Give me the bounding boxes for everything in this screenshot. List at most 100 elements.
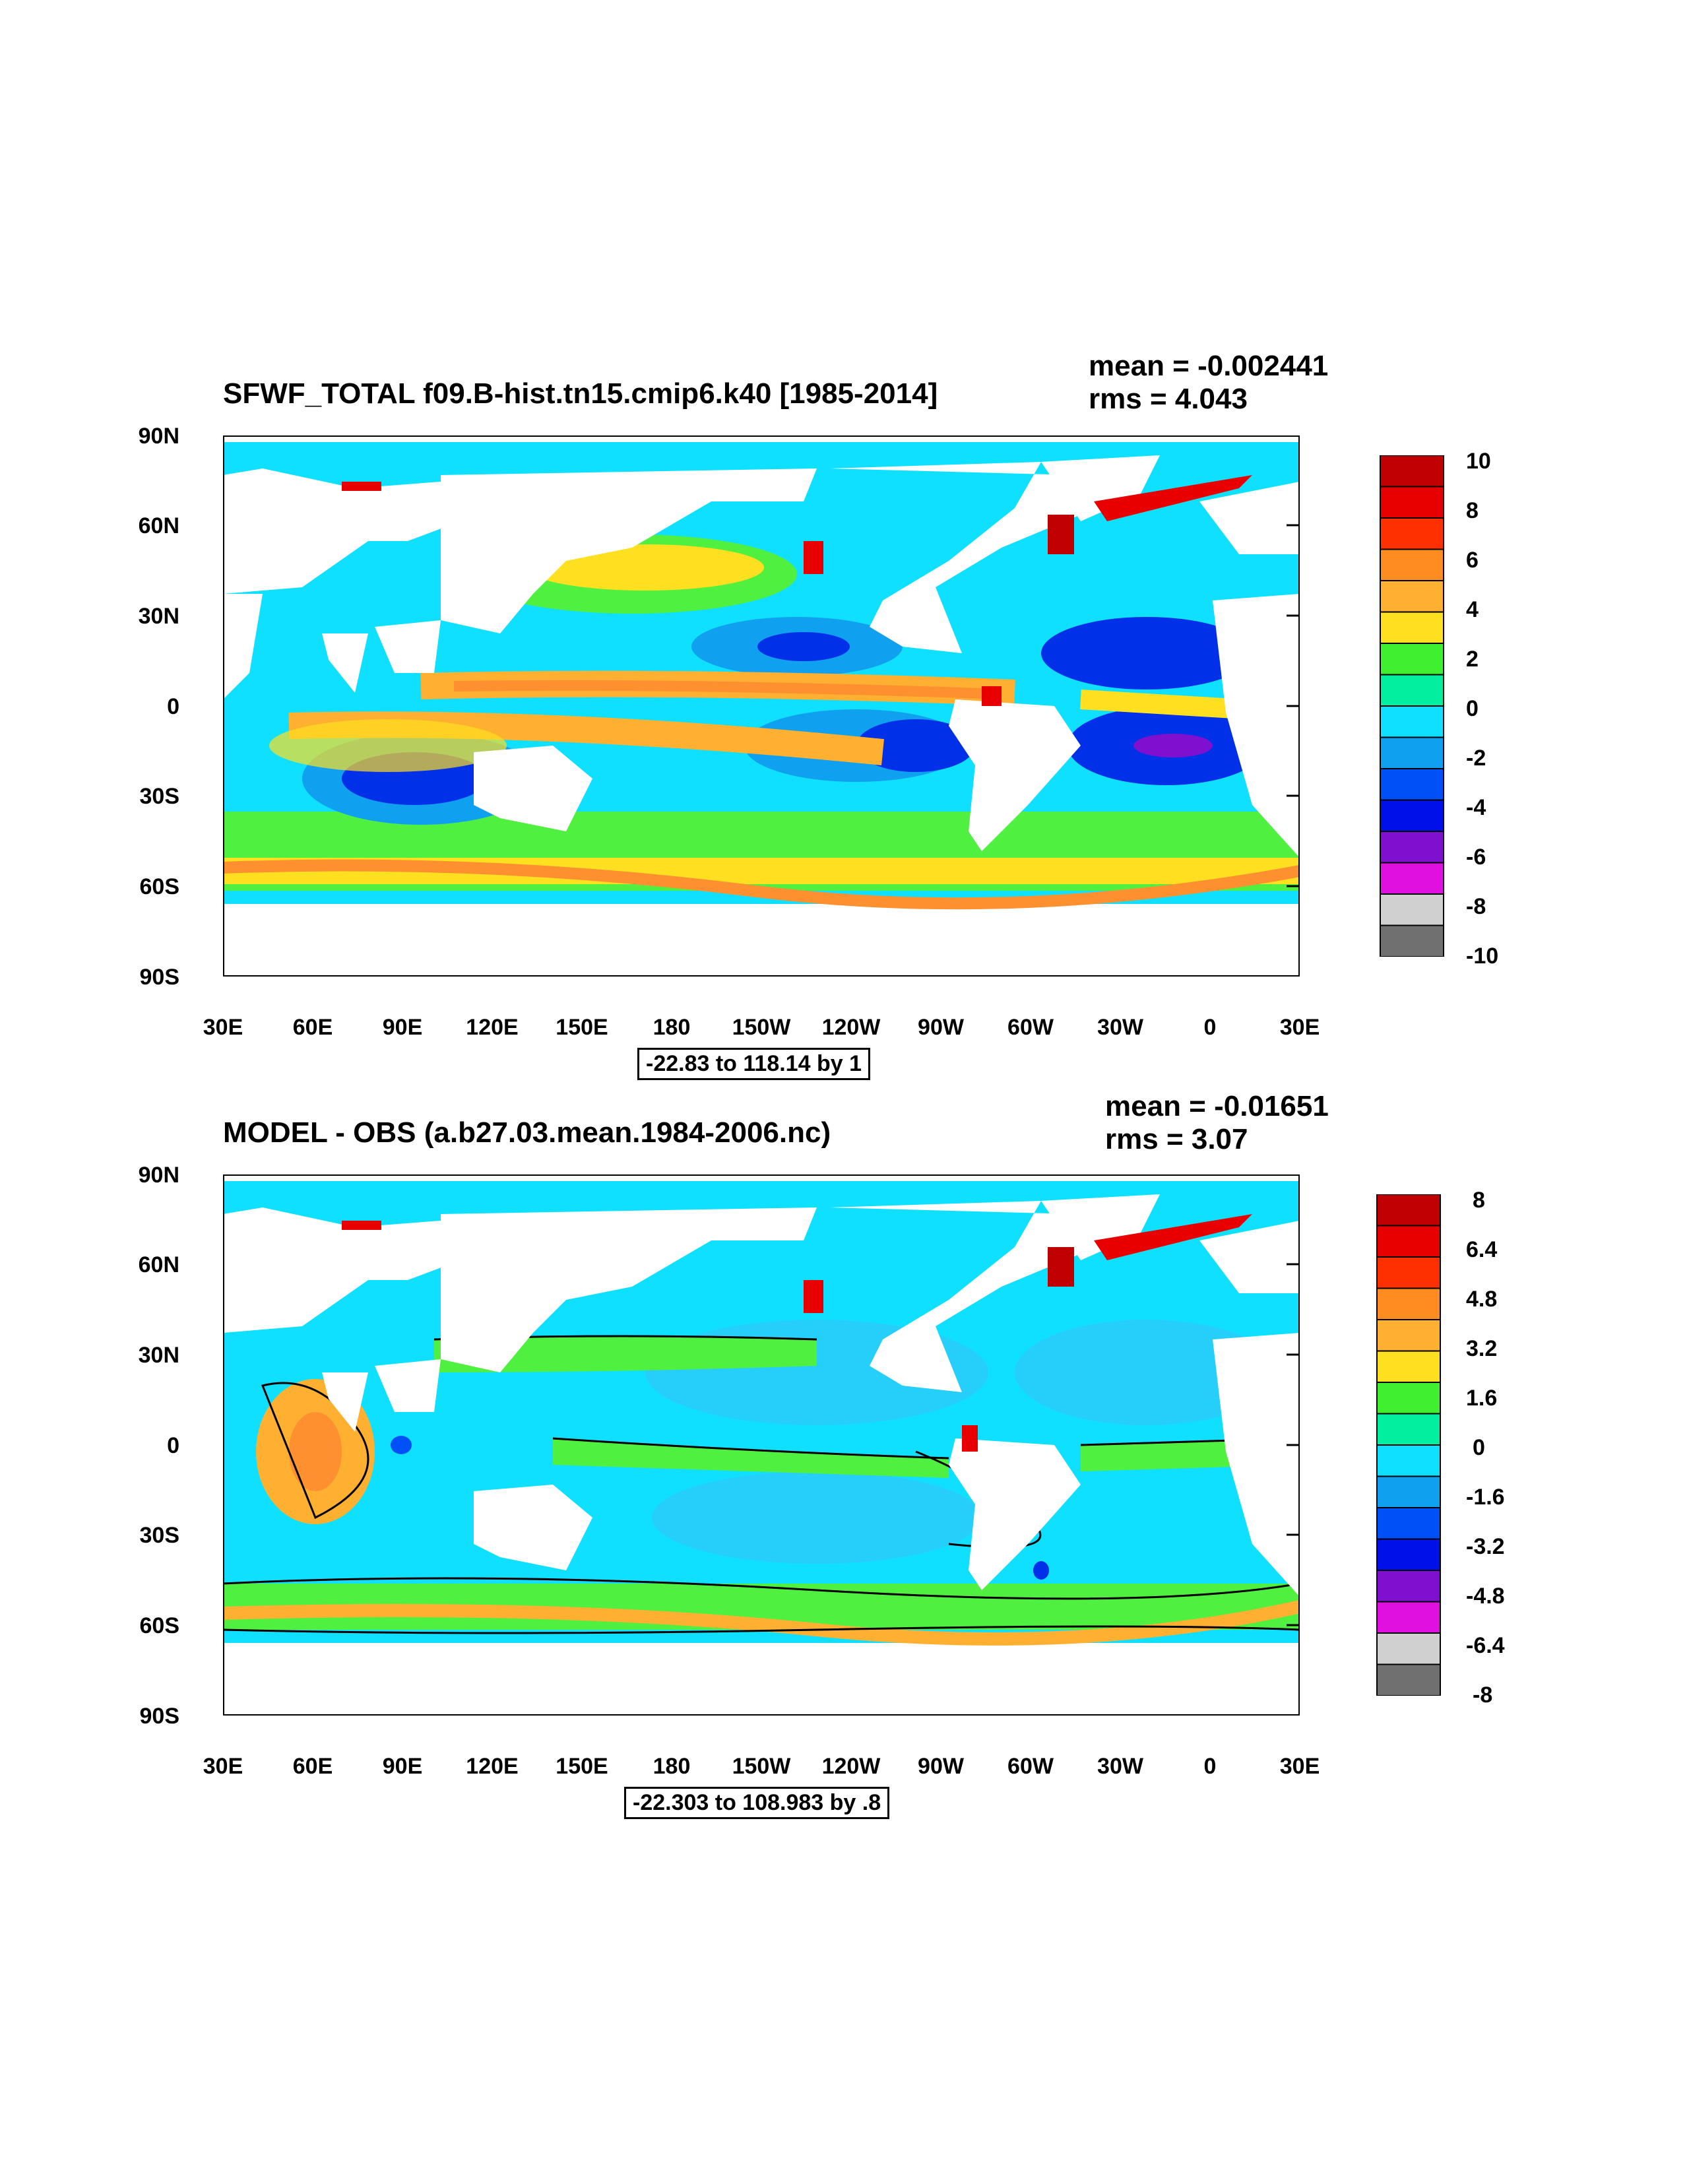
colorbar-swatch — [1376, 1475, 1441, 1508]
colorbar-label: -10 — [1466, 944, 1499, 969]
colorbar-swatch — [1376, 1382, 1441, 1415]
map-plot — [223, 435, 1300, 977]
lon-label: 150W — [732, 1754, 791, 1779]
lon-label: 150E — [556, 1015, 608, 1040]
colorbar-swatch — [1380, 705, 1444, 738]
colorbar-label: -6 — [1466, 845, 1486, 870]
lon-label: 120E — [466, 1754, 519, 1779]
colorbar-swatch — [1380, 924, 1444, 957]
colorbar-swatch — [1376, 1413, 1441, 1446]
lon-label: 30E — [1279, 1754, 1320, 1779]
colorbar-swatch — [1376, 1256, 1441, 1289]
colorbar-swatch — [1376, 1287, 1441, 1320]
colorbar-swatch — [1376, 1601, 1441, 1634]
lat-label: 0 — [167, 1433, 179, 1458]
colorbar-swatch — [1376, 1507, 1441, 1540]
rms-value: rms = 4.043 — [1089, 383, 1248, 415]
lat-label: 90N — [138, 1163, 179, 1188]
colorbar-label: 10 — [1466, 449, 1491, 474]
axis-ticks — [1287, 1263, 1300, 1626]
lon-label: 30E — [203, 1015, 243, 1040]
lon-label: 120W — [821, 1754, 881, 1779]
colorbar-swatch — [1380, 831, 1444, 864]
map-title: SFWF_TOTAL f09.B-hist.tn15.cmip6.k40 [19… — [223, 377, 938, 410]
axis-ticks — [1287, 435, 1300, 887]
colorbar-swatch — [1376, 1632, 1441, 1665]
lon-label: 60W — [1007, 1754, 1054, 1779]
lat-label: 30N — [138, 1343, 179, 1368]
colorbar-swatch — [1380, 799, 1444, 832]
lat-label: 30S — [139, 784, 180, 809]
colorbar-label: 4 — [1466, 597, 1479, 622]
colorbar-label: 6 — [1466, 548, 1479, 573]
lon-label: 150W — [732, 1015, 791, 1040]
lat-label: 60S — [139, 1613, 180, 1638]
lon-label: 90W — [918, 1754, 964, 1779]
lon-label: 30W — [1097, 1015, 1143, 1040]
colorbar-label: -8 — [1473, 1683, 1493, 1708]
lon-label: 120W — [821, 1015, 881, 1040]
colorbar-swatch — [1380, 862, 1444, 895]
colorbar-swatch — [1376, 1538, 1441, 1571]
colorbar-label: 0 — [1473, 1435, 1485, 1460]
colorbar-swatch — [1376, 1194, 1441, 1227]
colorbar-swatch — [1376, 1444, 1441, 1477]
lat-label: 90N — [138, 424, 179, 449]
colorbar-label: -6.4 — [1466, 1633, 1505, 1658]
lon-label: 0 — [1203, 1015, 1217, 1040]
lon-label: 60W — [1007, 1015, 1054, 1040]
colorbar-swatch — [1380, 893, 1444, 926]
lon-label: 180 — [653, 1754, 691, 1779]
lat-label: 90S — [139, 1704, 180, 1729]
mean-value: mean = -0.01651 — [1105, 1090, 1329, 1122]
colorbar-label: -3.2 — [1466, 1534, 1505, 1559]
colorbar-swatch — [1376, 1570, 1441, 1603]
lat-label: 30N — [138, 604, 179, 629]
lon-label: 90W — [918, 1015, 964, 1040]
colorbar-label: 4.8 — [1466, 1287, 1498, 1312]
colorbar-swatch — [1376, 1225, 1441, 1258]
colorbar-label: 1.6 — [1466, 1386, 1498, 1411]
colorbar-label: 3.2 — [1466, 1336, 1498, 1361]
lat-label: 60S — [139, 874, 180, 899]
panel-top: SFWF_TOTAL f09.B-hist.tn15.cmip6.k40 [19… — [0, 0, 1689, 1082]
lon-label: 30W — [1097, 1754, 1143, 1779]
colorbar-swatch — [1380, 517, 1444, 550]
lat-label: 60N — [138, 1252, 179, 1277]
colorbar-label: -1.6 — [1466, 1485, 1505, 1510]
colorbar — [1376, 1194, 1441, 1696]
colorbar-swatch — [1376, 1350, 1441, 1383]
colorbar-swatch — [1380, 548, 1444, 581]
lon-label: 0 — [1203, 1754, 1217, 1779]
lon-label: 90E — [382, 1015, 423, 1040]
map-title: MODEL - OBS (a.b27.03.mean.1984-2006.nc) — [223, 1116, 831, 1149]
lon-label: 150E — [556, 1754, 608, 1779]
colorbar-label: 0 — [1466, 696, 1479, 721]
lat-label: 90S — [139, 965, 180, 990]
colorbar-label: 8 — [1473, 1188, 1485, 1213]
colorbar-label: -8 — [1466, 894, 1486, 919]
mean-value: mean = -0.002441 — [1089, 350, 1329, 382]
colorbar-label: -4 — [1466, 795, 1486, 820]
lon-label: 90E — [382, 1754, 423, 1779]
colorbar-swatch — [1376, 1319, 1441, 1352]
lon-label: 120E — [466, 1015, 519, 1040]
lat-label: 0 — [167, 694, 179, 719]
colorbar-swatch — [1380, 611, 1444, 644]
rms-value: rms = 3.07 — [1105, 1123, 1248, 1155]
map-plot — [223, 1174, 1300, 1716]
lon-label: 60E — [292, 1015, 333, 1040]
lon-label: 180 — [653, 1015, 691, 1040]
colorbar-label: 8 — [1466, 498, 1479, 523]
lon-label: 60E — [292, 1754, 333, 1779]
colorbar-label: 2 — [1466, 647, 1479, 672]
lon-label: 30E — [203, 1754, 243, 1779]
colorbar-label: -2 — [1466, 746, 1486, 771]
colorbar — [1380, 455, 1444, 957]
colorbar-swatch — [1376, 1663, 1441, 1696]
lat-label: 30S — [139, 1523, 180, 1548]
colorbar-label: 6.4 — [1466, 1237, 1498, 1262]
lon-label: 30E — [1279, 1015, 1320, 1040]
contour-range-box: -22.303 to 108.983 by .8 — [624, 1787, 890, 1819]
